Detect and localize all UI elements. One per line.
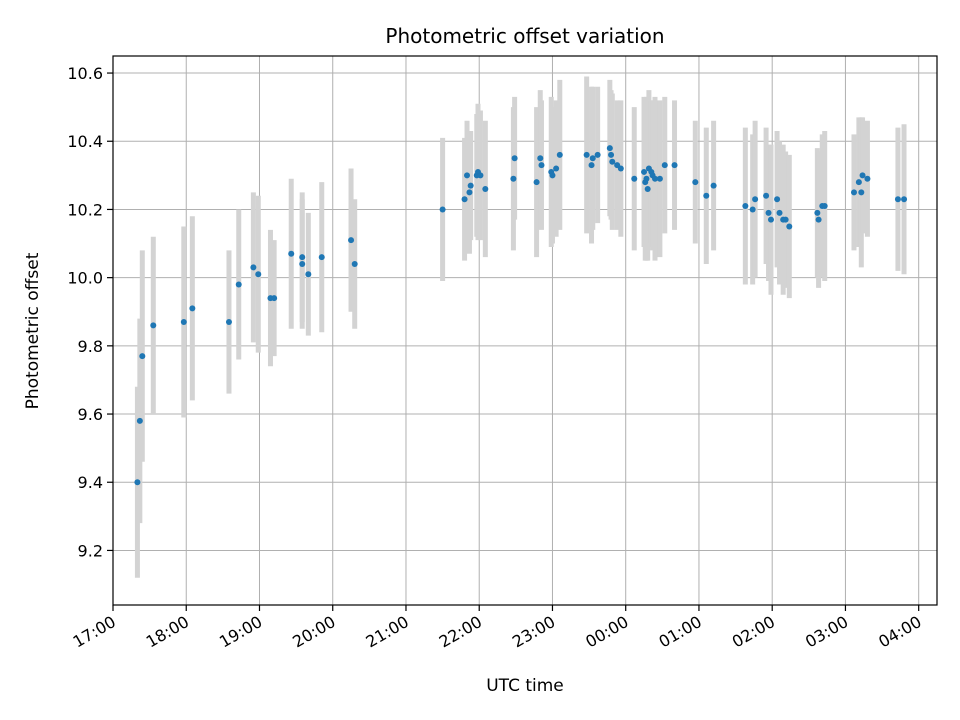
x-axis-label: UTC time — [486, 676, 564, 696]
data-point — [348, 237, 355, 244]
data-point — [631, 175, 638, 182]
data-point — [767, 216, 774, 223]
y-axis-ticks: 9.2 9.4 9.6 9.8 10.0 10.2 10.4 10.6 — [67, 64, 113, 560]
data-point — [225, 318, 232, 325]
data-point — [617, 165, 624, 172]
data-point — [136, 417, 143, 424]
data-point — [537, 155, 544, 162]
data-point — [134, 479, 141, 486]
chart-title: Photometric offset variation — [385, 24, 664, 48]
data-point — [533, 179, 540, 186]
data-point — [288, 250, 295, 257]
data-point — [482, 185, 489, 192]
data-point — [250, 264, 257, 271]
data-point — [656, 175, 663, 182]
data-points — [134, 145, 908, 486]
data-point — [351, 261, 358, 268]
data-point — [855, 179, 862, 186]
data-point — [477, 172, 484, 179]
data-point — [594, 151, 601, 158]
y-tick-label: 9.4 — [78, 473, 103, 492]
data-point — [859, 172, 866, 179]
data-point — [643, 175, 650, 182]
data-point — [439, 206, 446, 213]
data-point — [150, 322, 157, 329]
data-point — [318, 254, 325, 261]
data-point — [774, 196, 781, 203]
data-point — [765, 209, 772, 216]
data-point — [821, 203, 828, 210]
data-point — [556, 151, 563, 158]
data-point — [180, 318, 187, 325]
data-point — [641, 168, 648, 175]
data-point — [901, 196, 908, 203]
data-point — [644, 185, 651, 192]
data-point — [235, 281, 242, 288]
data-point — [671, 162, 678, 169]
data-point — [139, 353, 146, 360]
data-point — [467, 182, 474, 189]
data-point — [466, 189, 473, 196]
data-point — [752, 196, 759, 203]
data-point — [864, 175, 871, 182]
data-point — [858, 189, 865, 196]
data-point — [461, 196, 468, 203]
data-point — [606, 145, 613, 152]
y-axis-label: Photometric offset — [23, 252, 43, 409]
data-point — [255, 271, 262, 278]
data-point — [589, 155, 596, 162]
data-point — [609, 158, 616, 165]
data-point — [814, 209, 821, 216]
data-point — [894, 196, 901, 203]
y-tick-label: 9.8 — [78, 337, 103, 356]
data-point — [299, 261, 306, 268]
data-point — [511, 155, 518, 162]
data-point — [553, 165, 560, 172]
y-tick-label: 10.2 — [67, 200, 103, 219]
data-point — [652, 175, 659, 182]
y-tick-label: 9.2 — [78, 541, 103, 560]
data-point — [608, 151, 615, 158]
data-point — [510, 175, 517, 182]
data-point — [549, 172, 556, 179]
data-point — [464, 172, 471, 179]
data-point — [742, 203, 749, 210]
data-point — [538, 162, 545, 169]
data-point — [815, 216, 822, 223]
data-point — [661, 162, 668, 169]
y-tick-label: 10.0 — [67, 269, 103, 288]
data-point — [776, 209, 783, 216]
data-point — [703, 192, 710, 199]
data-point — [749, 206, 756, 213]
data-point — [710, 182, 717, 189]
data-point — [782, 216, 789, 223]
plot-frame — [112, 55, 938, 606]
data-point — [271, 295, 278, 302]
data-point — [583, 151, 590, 158]
y-tick-label: 10.6 — [67, 64, 103, 83]
data-point — [189, 305, 196, 312]
data-point — [786, 223, 793, 230]
data-point — [299, 254, 306, 261]
y-tick-label: 10.4 — [67, 132, 103, 151]
data-point — [692, 179, 699, 186]
data-point — [763, 192, 770, 199]
data-point — [850, 189, 857, 196]
data-point — [588, 162, 595, 169]
y-tick-label: 9.6 — [78, 405, 103, 424]
data-point — [305, 271, 312, 278]
